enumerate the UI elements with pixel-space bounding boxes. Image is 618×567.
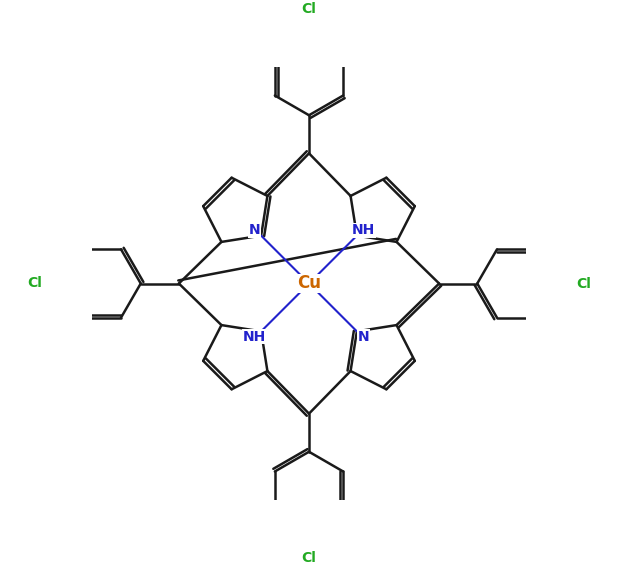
Text: NH: NH <box>352 223 375 238</box>
Text: N: N <box>248 223 260 238</box>
Text: Cl: Cl <box>27 277 41 290</box>
Text: N: N <box>358 329 370 344</box>
Text: Cl: Cl <box>302 551 316 565</box>
Text: Cu: Cu <box>297 274 321 293</box>
Text: Cl: Cl <box>577 277 591 290</box>
Text: NH: NH <box>243 329 266 344</box>
Text: Cl: Cl <box>302 2 316 16</box>
